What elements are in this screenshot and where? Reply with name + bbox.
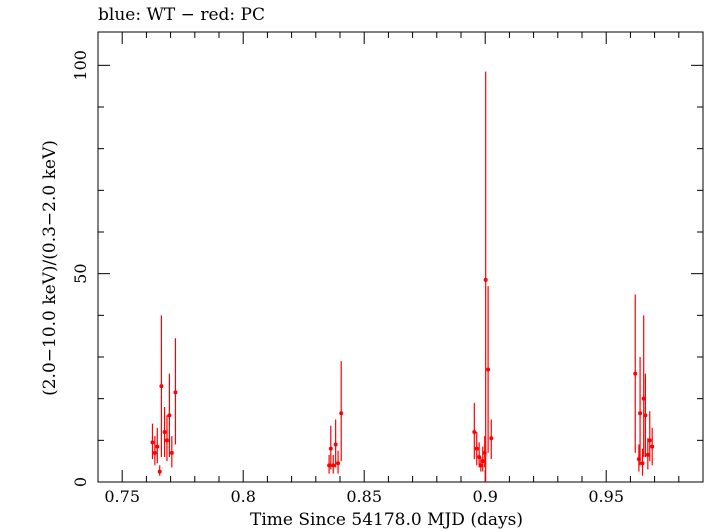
axes-frame [97,31,704,483]
x-tick-label: 0.85 [346,487,382,506]
data-point [645,452,650,457]
data-point [480,459,485,464]
data-point [633,371,638,376]
data-point [472,430,477,434]
y-tick-label: 100 [71,50,90,81]
data-marks [150,71,655,482]
plot-frame [97,31,704,483]
x-tick-label: 0.95 [588,487,624,506]
x-tick-label: 0.8 [230,487,255,506]
data-point [162,430,167,434]
data-point [336,461,341,466]
x-tick-label: 0.9 [472,487,497,506]
data-point [169,450,174,455]
data-point [331,463,336,468]
data-point [333,442,338,447]
data-point [474,446,479,451]
data-point [489,436,494,441]
data-point [327,463,332,468]
data-point [640,461,645,466]
series-PC [150,71,655,482]
data-point [647,438,652,443]
data-point [650,444,655,449]
data-point [483,277,488,282]
data-point [478,463,483,468]
tick-labels: 0.75 0.8 0.85 0.9 0.95 0 50 100 [71,50,624,506]
data-point [641,396,646,401]
data-point [328,446,333,451]
data-point [150,440,155,445]
tick-marks [97,32,704,483]
data-point [164,438,169,443]
x-axis-label: Time Since 54178.0 MJD (days) [250,510,523,530]
data-point [339,411,344,416]
data-point [167,413,172,418]
x-tick-label: 0.75 [104,487,140,506]
data-point [643,413,648,418]
data-point [155,444,160,449]
chart-title: blue: WT − red: PC [98,5,265,25]
data-point [173,390,178,395]
data-point [157,469,162,474]
data-point [152,450,157,455]
data-point [638,411,643,416]
data-point [159,384,164,389]
data-point [486,367,491,372]
data-point [477,455,482,459]
y-tick-label: 50 [71,263,90,283]
y-tick-label: 0 [71,477,90,487]
